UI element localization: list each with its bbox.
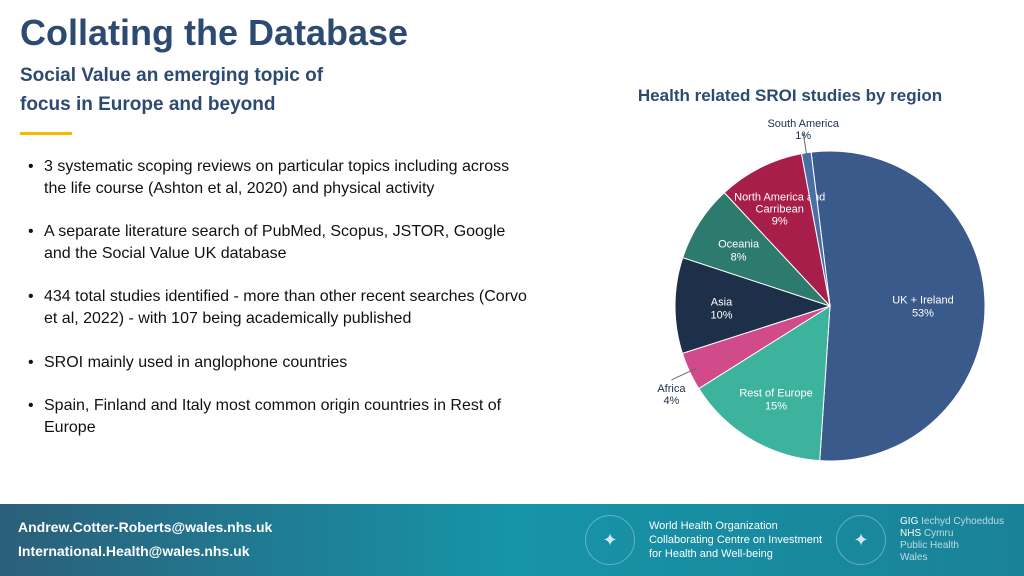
nhs-line: Public Health [900,540,959,551]
nhs-line: Cymru [924,528,953,539]
pie-svg: UK + Ireland53%Rest of Europe15%Africa4%… [580,116,1000,496]
email-2: International.Health@wales.nhs.uk [18,540,272,564]
bullet-item: A separate literature search of PubMed, … [28,221,528,264]
who-text: World Health Organization Collaborating … [649,519,822,562]
nhs-line: Wales [900,552,927,563]
nhs-line: GIG [900,516,918,527]
who-line: World Health Organization [649,519,822,533]
bullet-item: 3 systematic scoping reviews on particul… [28,156,528,199]
nhs-line: Iechyd Cyhoeddus [921,516,1004,527]
nhs-line: NHS [900,528,921,539]
who-logo-icon: ✦ [585,515,635,565]
nhs-logo-icon: ✦ [836,515,886,565]
footer-center: ✦ World Health Organization Collaboratin… [585,515,1024,565]
footer: Andrew.Cotter-Roberts@wales.nhs.uk Inter… [0,504,1024,576]
nhs-text: GIG Iechyd Cyhoeddus NHS Cymru Public He… [900,516,1004,564]
pie-label: South America1% [767,118,839,142]
pie-chart: UK + Ireland53%Rest of Europe15%Africa4%… [580,116,1000,496]
bullet-item: 434 total studies identified - more than… [28,286,528,329]
slide-title: Collating the Database [20,12,408,54]
subtitle-line-2: focus in Europe and beyond [20,94,275,115]
pie-label: Asia10% [710,297,733,322]
subtitle-line-1: Social Value an emerging topic of [20,65,323,86]
slide: Collating the Database Social Value an e… [0,0,1024,576]
bullet-item: Spain, Finland and Italy most common ori… [28,395,528,438]
pie-label: Africa4% [657,383,686,407]
bullet-list: 3 systematic scoping reviews on particul… [28,156,528,460]
accent-divider [20,132,72,135]
who-line: for Health and Well-being [649,547,822,561]
email-1: Andrew.Cotter-Roberts@wales.nhs.uk [18,516,272,540]
footer-emails: Andrew.Cotter-Roberts@wales.nhs.uk Inter… [0,516,272,564]
slide-subtitle: Social Value an emerging topic of focus … [20,62,323,119]
chart-title: Health related SROI studies by region [580,86,1000,106]
who-line: Collaborating Centre on Investment [649,533,822,547]
bullet-item: SROI mainly used in anglophone countries [28,352,528,374]
